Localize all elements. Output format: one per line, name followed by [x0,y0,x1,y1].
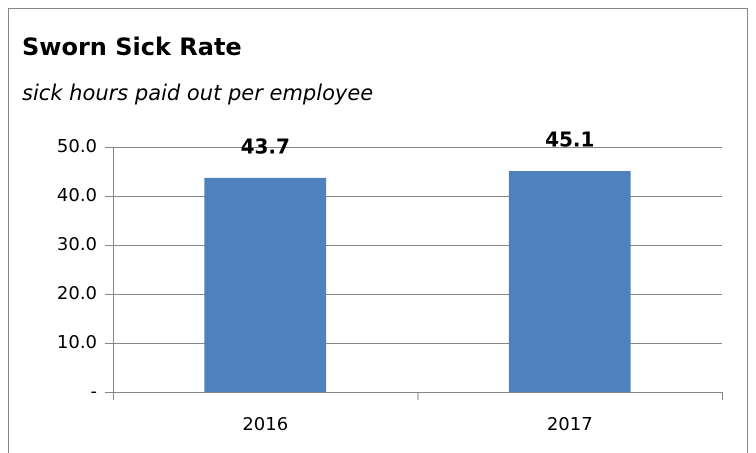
bar [508,171,631,392]
y-tick-label: 50.0 [57,136,97,157]
chart-border [8,8,748,453]
x-tick-label: 2017 [547,414,593,435]
y-tick-label: 40.0 [57,185,97,206]
x-tick-label: 2016 [242,414,288,435]
y-tick-label: 10.0 [57,332,97,353]
y-tick-label: 20.0 [57,283,97,304]
chart-title: Sworn Sick Rate [22,33,242,61]
chart-subtitle: sick hours paid out per employee [22,81,373,105]
y-tick-label: 30.0 [57,234,97,255]
data-label: 43.7 [241,134,290,158]
y-tick-label: - [91,381,98,402]
bar [204,177,327,392]
data-label: 45.1 [545,128,594,152]
